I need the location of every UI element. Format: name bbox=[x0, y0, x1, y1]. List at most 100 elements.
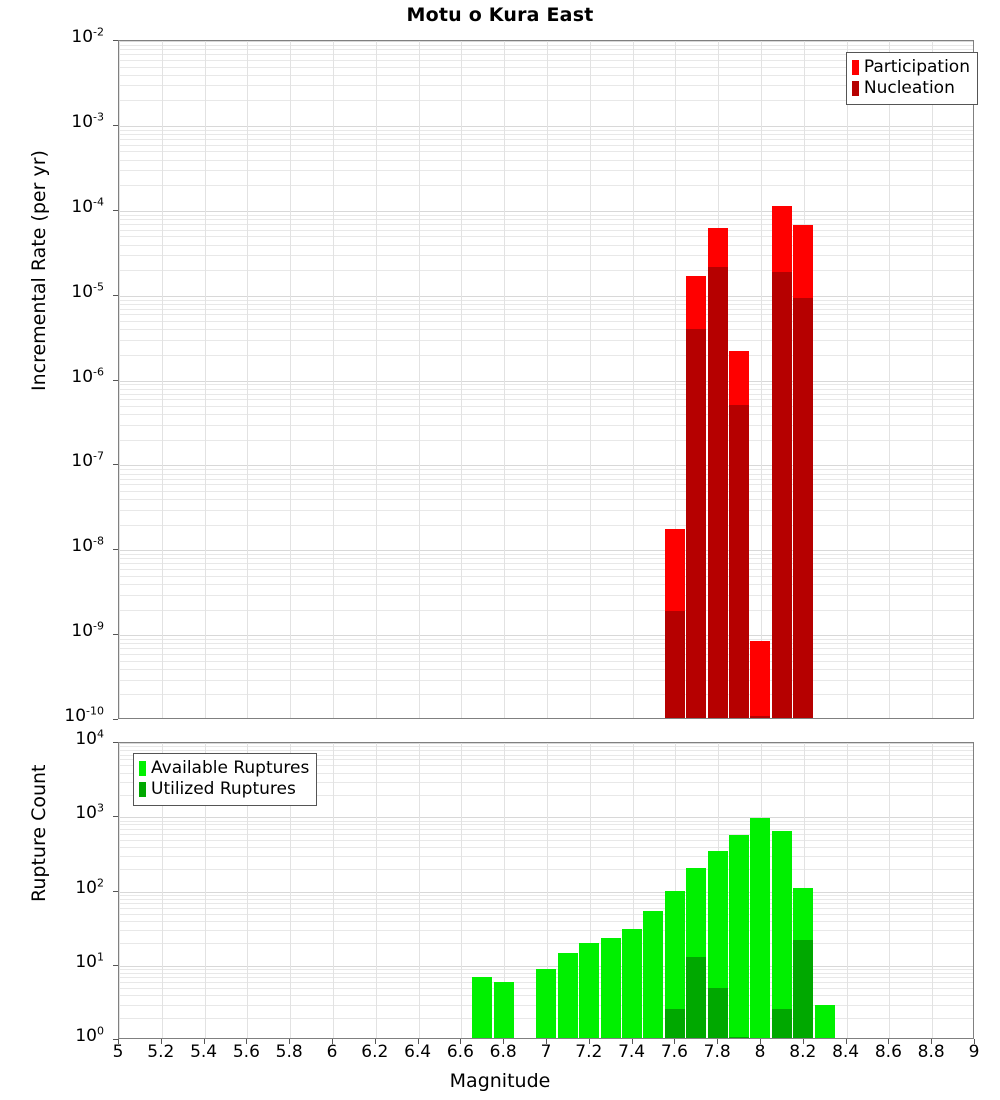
bottom-y-axis-title: Rupture Count bbox=[28, 764, 50, 902]
bar-available-ruptures-m7.2 bbox=[579, 943, 600, 1038]
gridline bbox=[119, 355, 973, 356]
gridline bbox=[119, 773, 973, 774]
gridline bbox=[119, 245, 973, 246]
gridline bbox=[119, 765, 973, 766]
x-tick-label: 7.4 bbox=[618, 1042, 646, 1062]
gridline-vertical bbox=[889, 743, 890, 1038]
gridline bbox=[119, 694, 973, 695]
y-tick-mark bbox=[113, 891, 118, 892]
bar-participation-m8 bbox=[750, 641, 771, 718]
gridline bbox=[119, 321, 973, 322]
bar-utilized-ruptures-m8.2 bbox=[793, 940, 814, 1038]
gridline-vertical bbox=[590, 743, 591, 1038]
x-tick-mark bbox=[375, 1039, 376, 1044]
gridline bbox=[119, 236, 973, 237]
gridline-vertical bbox=[847, 41, 848, 718]
y-tick-mark bbox=[113, 549, 118, 550]
x-tick-mark bbox=[161, 1039, 162, 1044]
gridline-vertical bbox=[247, 743, 248, 1038]
x-tick-mark bbox=[760, 1039, 761, 1044]
x-tick-label: 5.2 bbox=[147, 1042, 175, 1062]
bar-available-ruptures-m8.3 bbox=[814, 1004, 835, 1038]
bar-nucleation-m7.6 bbox=[664, 611, 685, 718]
x-tick-mark bbox=[846, 1039, 847, 1044]
legend-label-nucleation: Nucleation bbox=[863, 78, 955, 98]
gridline bbox=[119, 465, 973, 466]
x-tick-label: 8 bbox=[754, 1042, 766, 1062]
gridline bbox=[119, 755, 973, 756]
y-tick-label: 10-8 bbox=[71, 534, 104, 557]
x-axis-title: Magnitude bbox=[449, 1070, 551, 1092]
participation-swatch-icon bbox=[851, 60, 859, 75]
y-tick-label: 10-9 bbox=[71, 619, 104, 642]
x-tick-mark bbox=[632, 1039, 633, 1044]
utilized-ruptures-swatch-icon bbox=[139, 782, 146, 797]
gridline bbox=[119, 145, 973, 146]
x-tick-mark bbox=[674, 1039, 675, 1044]
x-tick-label: 5.4 bbox=[190, 1042, 218, 1062]
top-y-axis-title: Incremental Rate (per yr) bbox=[28, 149, 50, 391]
bar-available-ruptures-m7.9 bbox=[728, 834, 750, 1038]
gridline bbox=[119, 474, 973, 475]
bar-nucleation-m7.8 bbox=[707, 266, 728, 718]
y-tick-mark bbox=[113, 210, 118, 211]
bottom-plot-area bbox=[119, 743, 973, 1038]
gridline bbox=[119, 215, 973, 216]
y-tick-label: 10-10 bbox=[64, 704, 104, 726]
gridline bbox=[119, 384, 973, 385]
y-tick-label: 10-7 bbox=[71, 449, 104, 472]
legend-label-available-ruptures: Available Ruptures bbox=[151, 758, 310, 778]
gridline bbox=[119, 563, 973, 564]
gridline bbox=[119, 100, 973, 101]
gridline bbox=[119, 654, 973, 655]
y-tick-mark bbox=[113, 816, 118, 817]
x-tick-label: 5.8 bbox=[275, 1042, 303, 1062]
bar-utilized-ruptures-m7.9 bbox=[728, 1036, 750, 1038]
x-tick-mark bbox=[246, 1039, 247, 1044]
gridline bbox=[119, 309, 973, 310]
x-tick-mark bbox=[803, 1039, 804, 1044]
x-tick-label: 8.2 bbox=[789, 1042, 817, 1062]
legend-item-available-ruptures: Available Ruptures bbox=[139, 758, 309, 779]
nucleation-swatch-icon bbox=[851, 81, 859, 96]
bar-available-ruptures-m7.4 bbox=[621, 929, 643, 1038]
top-legend: Participation Nucleation bbox=[845, 52, 978, 105]
gridline-vertical bbox=[461, 41, 462, 718]
gridline bbox=[119, 49, 973, 50]
gridline bbox=[119, 41, 973, 42]
gridline bbox=[119, 304, 973, 305]
gridline bbox=[119, 406, 973, 407]
gridline-vertical bbox=[761, 41, 762, 718]
gridline bbox=[119, 525, 973, 526]
x-tick-label: 5.6 bbox=[232, 1042, 260, 1062]
gridline bbox=[119, 491, 973, 492]
gridline-vertical bbox=[290, 41, 291, 718]
y-tick-label: 101 bbox=[75, 950, 104, 972]
gridline bbox=[119, 856, 973, 857]
y-tick-mark bbox=[113, 40, 118, 41]
gridline bbox=[119, 821, 973, 822]
gridline bbox=[119, 399, 973, 400]
gridline-vertical bbox=[376, 41, 377, 718]
gridline-vertical bbox=[247, 41, 248, 718]
gridline bbox=[119, 643, 973, 644]
y-tick-label: 103 bbox=[75, 801, 104, 824]
x-tick-mark bbox=[717, 1039, 718, 1044]
gridline bbox=[119, 45, 973, 46]
gridline bbox=[119, 569, 973, 570]
legend-item-utilized-ruptures: Utilized Ruptures bbox=[139, 779, 309, 800]
y-tick-mark bbox=[113, 719, 118, 720]
gridline bbox=[119, 211, 973, 212]
bar-available-ruptures-m8 bbox=[750, 817, 771, 1038]
bottom-legend: Available Ruptures Utilized Ruptures bbox=[133, 753, 318, 806]
y-tick-label: 104 bbox=[75, 727, 104, 749]
gridline bbox=[119, 139, 973, 140]
gridline-vertical bbox=[333, 41, 334, 718]
gridline-vertical bbox=[205, 41, 206, 718]
gridline-vertical bbox=[590, 41, 591, 718]
gridline bbox=[119, 759, 973, 760]
gridline bbox=[119, 170, 973, 171]
gridline bbox=[119, 300, 973, 301]
gridline-vertical bbox=[932, 743, 933, 1038]
bar-available-ruptures-m7 bbox=[536, 969, 557, 1038]
